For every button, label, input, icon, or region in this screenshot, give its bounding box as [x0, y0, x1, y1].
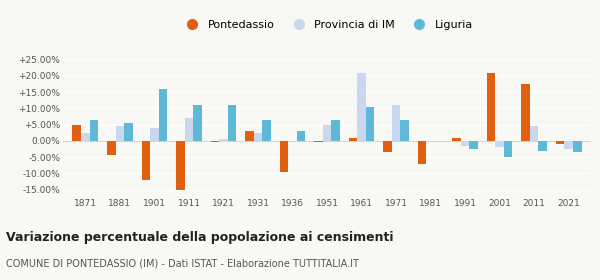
- Bar: [262, 120, 271, 141]
- Bar: [323, 125, 331, 141]
- Bar: [495, 141, 504, 147]
- Bar: [297, 131, 305, 141]
- Bar: [469, 141, 478, 149]
- Bar: [357, 73, 366, 141]
- Bar: [538, 141, 547, 151]
- Bar: [185, 118, 193, 141]
- Bar: [245, 131, 254, 141]
- Bar: [556, 141, 564, 144]
- Text: Variazione percentuale della popolazione ai censimenti: Variazione percentuale della popolazione…: [6, 231, 394, 244]
- Bar: [349, 137, 357, 141]
- Bar: [211, 141, 219, 143]
- Bar: [280, 141, 288, 172]
- Bar: [573, 141, 581, 152]
- Bar: [107, 141, 116, 155]
- Bar: [73, 125, 81, 141]
- Bar: [228, 105, 236, 141]
- Bar: [331, 120, 340, 141]
- Bar: [81, 133, 90, 141]
- Bar: [461, 141, 469, 146]
- Bar: [392, 105, 400, 141]
- Legend: Pontedassio, Provincia di IM, Liguria: Pontedassio, Provincia di IM, Liguria: [176, 16, 478, 35]
- Bar: [150, 128, 159, 141]
- Bar: [383, 141, 392, 152]
- Bar: [193, 105, 202, 141]
- Bar: [564, 141, 573, 149]
- Bar: [254, 133, 262, 141]
- Text: COMUNE DI PONTEDASSIO (IM) - Dati ISTAT - Elaborazione TUTTITALIA.IT: COMUNE DI PONTEDASSIO (IM) - Dati ISTAT …: [6, 259, 359, 269]
- Bar: [418, 141, 426, 164]
- Bar: [521, 84, 530, 141]
- Bar: [176, 141, 185, 190]
- Bar: [124, 123, 133, 141]
- Bar: [159, 89, 167, 141]
- Bar: [116, 126, 124, 141]
- Bar: [400, 120, 409, 141]
- Bar: [142, 141, 150, 180]
- Bar: [366, 107, 374, 141]
- Bar: [219, 139, 228, 141]
- Bar: [452, 137, 461, 141]
- Bar: [90, 120, 98, 141]
- Bar: [487, 73, 495, 141]
- Bar: [314, 141, 323, 143]
- Bar: [504, 141, 512, 157]
- Bar: [530, 126, 538, 141]
